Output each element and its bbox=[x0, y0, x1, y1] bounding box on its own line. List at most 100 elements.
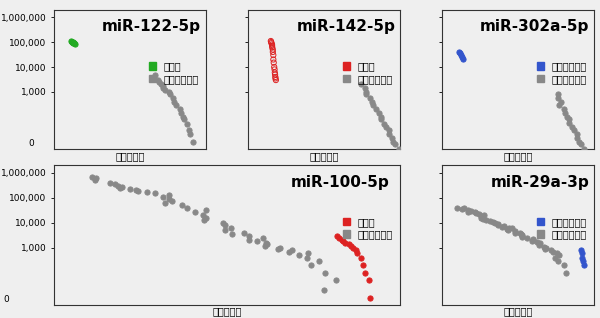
Point bbox=[337, 238, 347, 243]
Point bbox=[164, 89, 173, 94]
Point bbox=[494, 222, 503, 227]
Point bbox=[533, 239, 542, 245]
Point bbox=[166, 92, 175, 97]
Point bbox=[307, 263, 316, 268]
Point bbox=[269, 57, 278, 62]
Point bbox=[340, 240, 350, 245]
Point bbox=[177, 203, 187, 208]
Point bbox=[457, 207, 466, 212]
Point bbox=[90, 178, 100, 183]
Point bbox=[580, 149, 590, 155]
Point bbox=[150, 191, 160, 196]
Point bbox=[384, 128, 394, 133]
Legend: 白血球, その他の組織: 白血球, その他の組織 bbox=[341, 215, 395, 241]
Point bbox=[176, 110, 185, 115]
Point bbox=[572, 135, 582, 140]
Point bbox=[550, 255, 560, 260]
Point bbox=[287, 248, 297, 253]
Point bbox=[199, 218, 209, 223]
Point bbox=[365, 295, 375, 300]
Point bbox=[579, 263, 589, 268]
Point bbox=[490, 220, 500, 225]
Point bbox=[338, 239, 347, 244]
Point bbox=[270, 70, 280, 75]
Point bbox=[142, 190, 151, 195]
Point bbox=[270, 67, 280, 72]
Point bbox=[252, 239, 262, 244]
Point bbox=[387, 135, 397, 140]
Point bbox=[361, 92, 371, 97]
Point bbox=[529, 237, 538, 242]
Point bbox=[268, 47, 278, 52]
Point bbox=[559, 263, 569, 268]
Point bbox=[184, 128, 194, 133]
Point bbox=[500, 224, 509, 229]
Point bbox=[156, 82, 166, 87]
Point bbox=[167, 198, 176, 204]
Point bbox=[394, 147, 403, 152]
Point bbox=[267, 42, 277, 47]
Point bbox=[67, 39, 77, 45]
Point bbox=[388, 139, 398, 144]
Point bbox=[459, 206, 469, 211]
Point bbox=[169, 100, 179, 105]
Point bbox=[572, 132, 582, 137]
Point bbox=[574, 139, 584, 144]
Point bbox=[178, 114, 188, 120]
Point bbox=[261, 240, 271, 245]
Point bbox=[368, 102, 378, 107]
Point bbox=[497, 224, 507, 229]
Point bbox=[578, 255, 587, 260]
Point bbox=[374, 110, 383, 115]
Point bbox=[262, 242, 272, 247]
Point bbox=[185, 132, 195, 137]
Point bbox=[553, 95, 563, 100]
Point bbox=[182, 205, 192, 210]
Point bbox=[577, 251, 587, 256]
Point bbox=[464, 208, 473, 213]
Point bbox=[376, 114, 386, 120]
Point bbox=[110, 182, 120, 187]
Point bbox=[69, 40, 79, 45]
Point bbox=[507, 225, 517, 230]
Point bbox=[244, 233, 254, 238]
Point bbox=[356, 82, 366, 87]
Legend: 白血球, その他の組織: 白血球, その他の組織 bbox=[341, 59, 395, 86]
Point bbox=[379, 122, 388, 127]
Point bbox=[564, 120, 574, 125]
Point bbox=[68, 40, 77, 45]
Point bbox=[67, 39, 76, 44]
Point bbox=[169, 95, 178, 100]
Point bbox=[527, 238, 536, 243]
Point bbox=[201, 215, 211, 220]
Point bbox=[371, 107, 381, 112]
Point bbox=[397, 152, 406, 157]
Point bbox=[517, 234, 527, 239]
Point bbox=[578, 258, 588, 263]
Point bbox=[360, 270, 370, 275]
Point bbox=[475, 212, 484, 217]
Point bbox=[331, 278, 341, 283]
Point bbox=[304, 251, 313, 256]
Point bbox=[125, 186, 135, 191]
Point bbox=[584, 157, 594, 162]
Point bbox=[158, 194, 168, 199]
Point bbox=[476, 214, 485, 219]
Point bbox=[179, 117, 188, 122]
Point bbox=[589, 164, 598, 169]
Point bbox=[579, 147, 589, 152]
Point bbox=[115, 185, 124, 190]
Point bbox=[516, 232, 526, 237]
Point bbox=[455, 49, 464, 54]
Text: 0: 0 bbox=[29, 139, 34, 148]
Point bbox=[356, 255, 365, 260]
Point bbox=[562, 114, 571, 120]
Point bbox=[267, 43, 277, 48]
Point bbox=[349, 245, 358, 250]
Point bbox=[266, 39, 276, 45]
Point bbox=[67, 38, 76, 44]
Point bbox=[191, 210, 200, 215]
Text: miR-142-5p: miR-142-5p bbox=[296, 19, 395, 34]
Point bbox=[478, 217, 488, 222]
Legend: 多能性幹細胞, その他の組織: 多能性幹細胞, その他の組織 bbox=[535, 59, 589, 86]
